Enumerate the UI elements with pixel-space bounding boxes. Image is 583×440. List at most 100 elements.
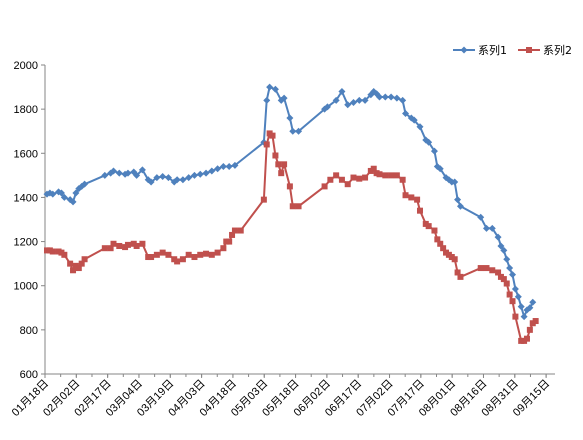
data-point [220,245,227,252]
data-point [147,178,155,186]
data-point [225,163,233,171]
data-point [361,96,369,104]
data-point [509,298,516,305]
data-point [185,251,192,258]
data-point [185,174,193,182]
series-line [46,86,534,318]
data-point [425,223,432,230]
data-point [133,171,141,179]
y-tick-label: 1400 [14,192,38,204]
data-point [101,171,109,179]
data-point [425,138,433,146]
data-point [387,93,395,101]
data-point [500,246,508,254]
data-point [101,245,108,252]
data-point [402,192,409,199]
data-point [338,176,345,183]
legend-marker [460,46,468,54]
y-tick-label: 1600 [14,148,38,160]
data-point [381,93,389,101]
data-point [349,99,357,107]
data-point [214,165,222,173]
data-point [511,285,519,293]
data-point [440,245,447,252]
series-2 [44,130,539,344]
data-point [197,251,204,258]
data-point [164,174,172,182]
data-point [483,265,490,272]
data-point [416,123,424,131]
chart-axes [44,65,555,375]
data-point [344,181,351,188]
data-point [159,172,167,180]
data-point [219,163,227,171]
data-point [57,189,65,197]
data-point [159,249,166,256]
data-point [191,254,198,261]
x-axis-tick-labels: 01月18日02月02日02月17日03月04日03月19日04月03日04月1… [10,374,552,419]
data-point [196,170,204,178]
y-tick-label: 600 [20,369,38,381]
data-point [437,240,444,247]
data-point [72,189,80,197]
data-point [60,193,68,201]
data-point [67,260,74,267]
data-point [477,265,484,272]
data-point [489,267,496,274]
data-point [436,165,444,173]
legend-marker [526,47,532,53]
data-point [260,196,267,203]
data-point [456,202,464,210]
data-point [454,269,461,276]
y-tick-label: 1200 [14,237,38,249]
data-point [107,245,114,252]
data-point [526,326,533,333]
data-point [482,224,490,232]
data-point [503,255,511,263]
data-point [231,161,239,169]
data-point [179,176,187,184]
series-layer [43,83,539,344]
data-point [165,251,172,258]
data-point [503,280,510,287]
legend-label: 系列2 [543,43,572,57]
data-point [138,166,146,174]
data-point [356,175,363,182]
data-point [190,171,198,179]
data-point [116,242,123,249]
data-point [208,251,215,258]
data-point [280,94,288,102]
data-point [495,269,502,276]
data-point [451,178,459,186]
data-point [272,152,279,159]
data-point [344,101,352,109]
data-point [500,276,507,283]
data-point [408,194,415,201]
data-point [275,161,282,168]
data-point [226,238,233,245]
data-point [376,171,383,178]
data-point [509,271,517,279]
data-point [286,183,293,190]
data-point [431,227,438,234]
data-point [153,251,160,258]
data-point [203,250,210,257]
data-point [523,335,530,342]
data-point [321,183,328,190]
data-point [388,172,395,179]
data-point [139,240,146,247]
data-point [376,93,384,101]
legend-label: 系列1 [478,43,507,57]
data-point [110,240,117,247]
data-point [281,161,288,168]
legend-item-2: 系列2 [518,43,572,57]
data-point [488,224,496,232]
data-point [124,169,132,177]
y-tick-label: 1000 [14,281,38,293]
data-point [323,103,331,111]
data-point [49,248,56,255]
data-point [295,127,303,135]
data-point [174,258,181,265]
data-point [355,96,363,104]
